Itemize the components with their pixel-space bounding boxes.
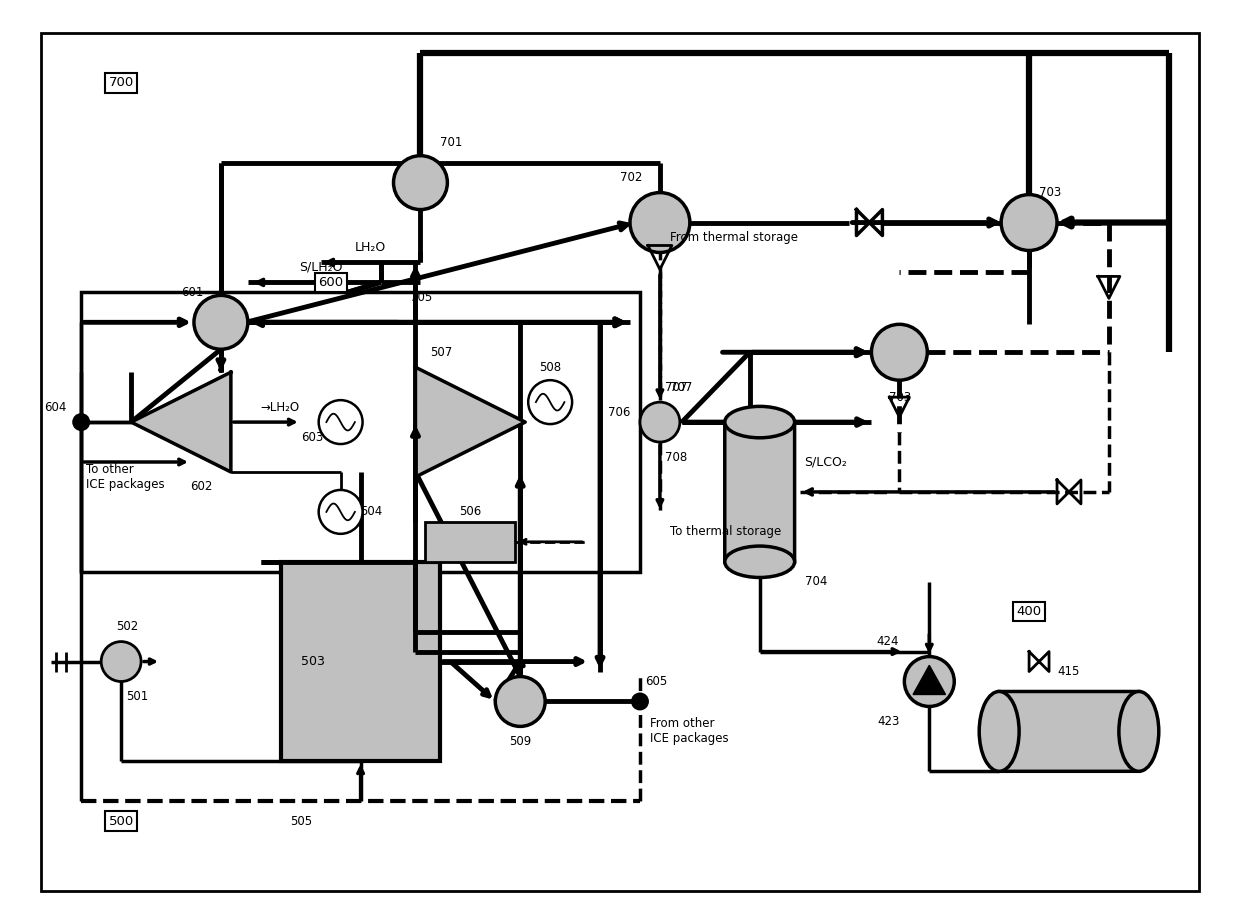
Ellipse shape <box>724 546 795 578</box>
Text: S/LH₂O: S/LH₂O <box>299 261 342 274</box>
Text: 400: 400 <box>1017 605 1042 618</box>
Circle shape <box>319 490 362 534</box>
Text: 424: 424 <box>877 635 899 648</box>
Circle shape <box>1001 195 1056 250</box>
Text: S/LCO₂: S/LCO₂ <box>805 456 847 468</box>
Text: 508: 508 <box>539 360 562 373</box>
Text: 706: 706 <box>608 406 630 419</box>
Text: 601: 601 <box>181 286 203 298</box>
Text: 702: 702 <box>620 171 642 184</box>
Circle shape <box>319 400 362 444</box>
Text: To other
ICE packages: To other ICE packages <box>87 463 165 491</box>
Text: 707: 707 <box>665 381 687 394</box>
Text: 708: 708 <box>665 451 687 464</box>
Text: 605: 605 <box>645 675 667 688</box>
Bar <box>280 562 440 761</box>
Text: 502: 502 <box>117 620 139 633</box>
Text: 701: 701 <box>440 136 463 149</box>
Polygon shape <box>913 665 946 695</box>
Circle shape <box>193 296 248 349</box>
Polygon shape <box>415 367 526 477</box>
Text: 507: 507 <box>430 346 453 359</box>
Circle shape <box>631 692 649 711</box>
Text: From thermal storage: From thermal storage <box>670 231 797 244</box>
Text: →LH₂O: →LH₂O <box>260 401 300 414</box>
Text: 504: 504 <box>361 505 383 518</box>
Circle shape <box>528 380 572 424</box>
Text: 500: 500 <box>108 815 134 828</box>
Circle shape <box>72 413 91 432</box>
Circle shape <box>904 657 955 707</box>
Circle shape <box>102 641 141 682</box>
Text: To thermal storage: To thermal storage <box>670 526 781 539</box>
Text: 505: 505 <box>290 815 311 828</box>
Polygon shape <box>131 372 231 472</box>
Text: From other
ICE packages: From other ICE packages <box>650 717 729 746</box>
Text: 415: 415 <box>1058 665 1080 678</box>
Text: 603: 603 <box>301 431 322 444</box>
Text: 501: 501 <box>126 690 149 703</box>
Text: 509: 509 <box>510 735 532 748</box>
Text: 423: 423 <box>877 715 899 728</box>
Circle shape <box>872 324 928 380</box>
Text: LH₂O: LH₂O <box>355 241 386 254</box>
Text: 604: 604 <box>43 401 66 414</box>
Text: 506: 506 <box>459 505 481 518</box>
Ellipse shape <box>724 407 795 438</box>
FancyBboxPatch shape <box>724 422 795 562</box>
Circle shape <box>495 676 546 726</box>
Ellipse shape <box>1118 691 1159 772</box>
Ellipse shape <box>980 691 1019 772</box>
Text: 503: 503 <box>301 655 325 668</box>
Circle shape <box>640 402 680 442</box>
Text: 704: 704 <box>805 576 827 589</box>
FancyBboxPatch shape <box>999 691 1138 772</box>
Bar <box>425 522 516 562</box>
Text: 703: 703 <box>889 391 911 404</box>
Text: 602: 602 <box>190 480 212 493</box>
Text: 705: 705 <box>410 291 433 304</box>
Circle shape <box>393 155 448 210</box>
Text: 600: 600 <box>319 276 343 289</box>
Text: 700: 700 <box>108 77 134 90</box>
Text: 707: 707 <box>670 381 692 394</box>
Text: 703: 703 <box>1039 186 1061 199</box>
Bar <box>81 292 640 572</box>
Circle shape <box>630 192 689 252</box>
